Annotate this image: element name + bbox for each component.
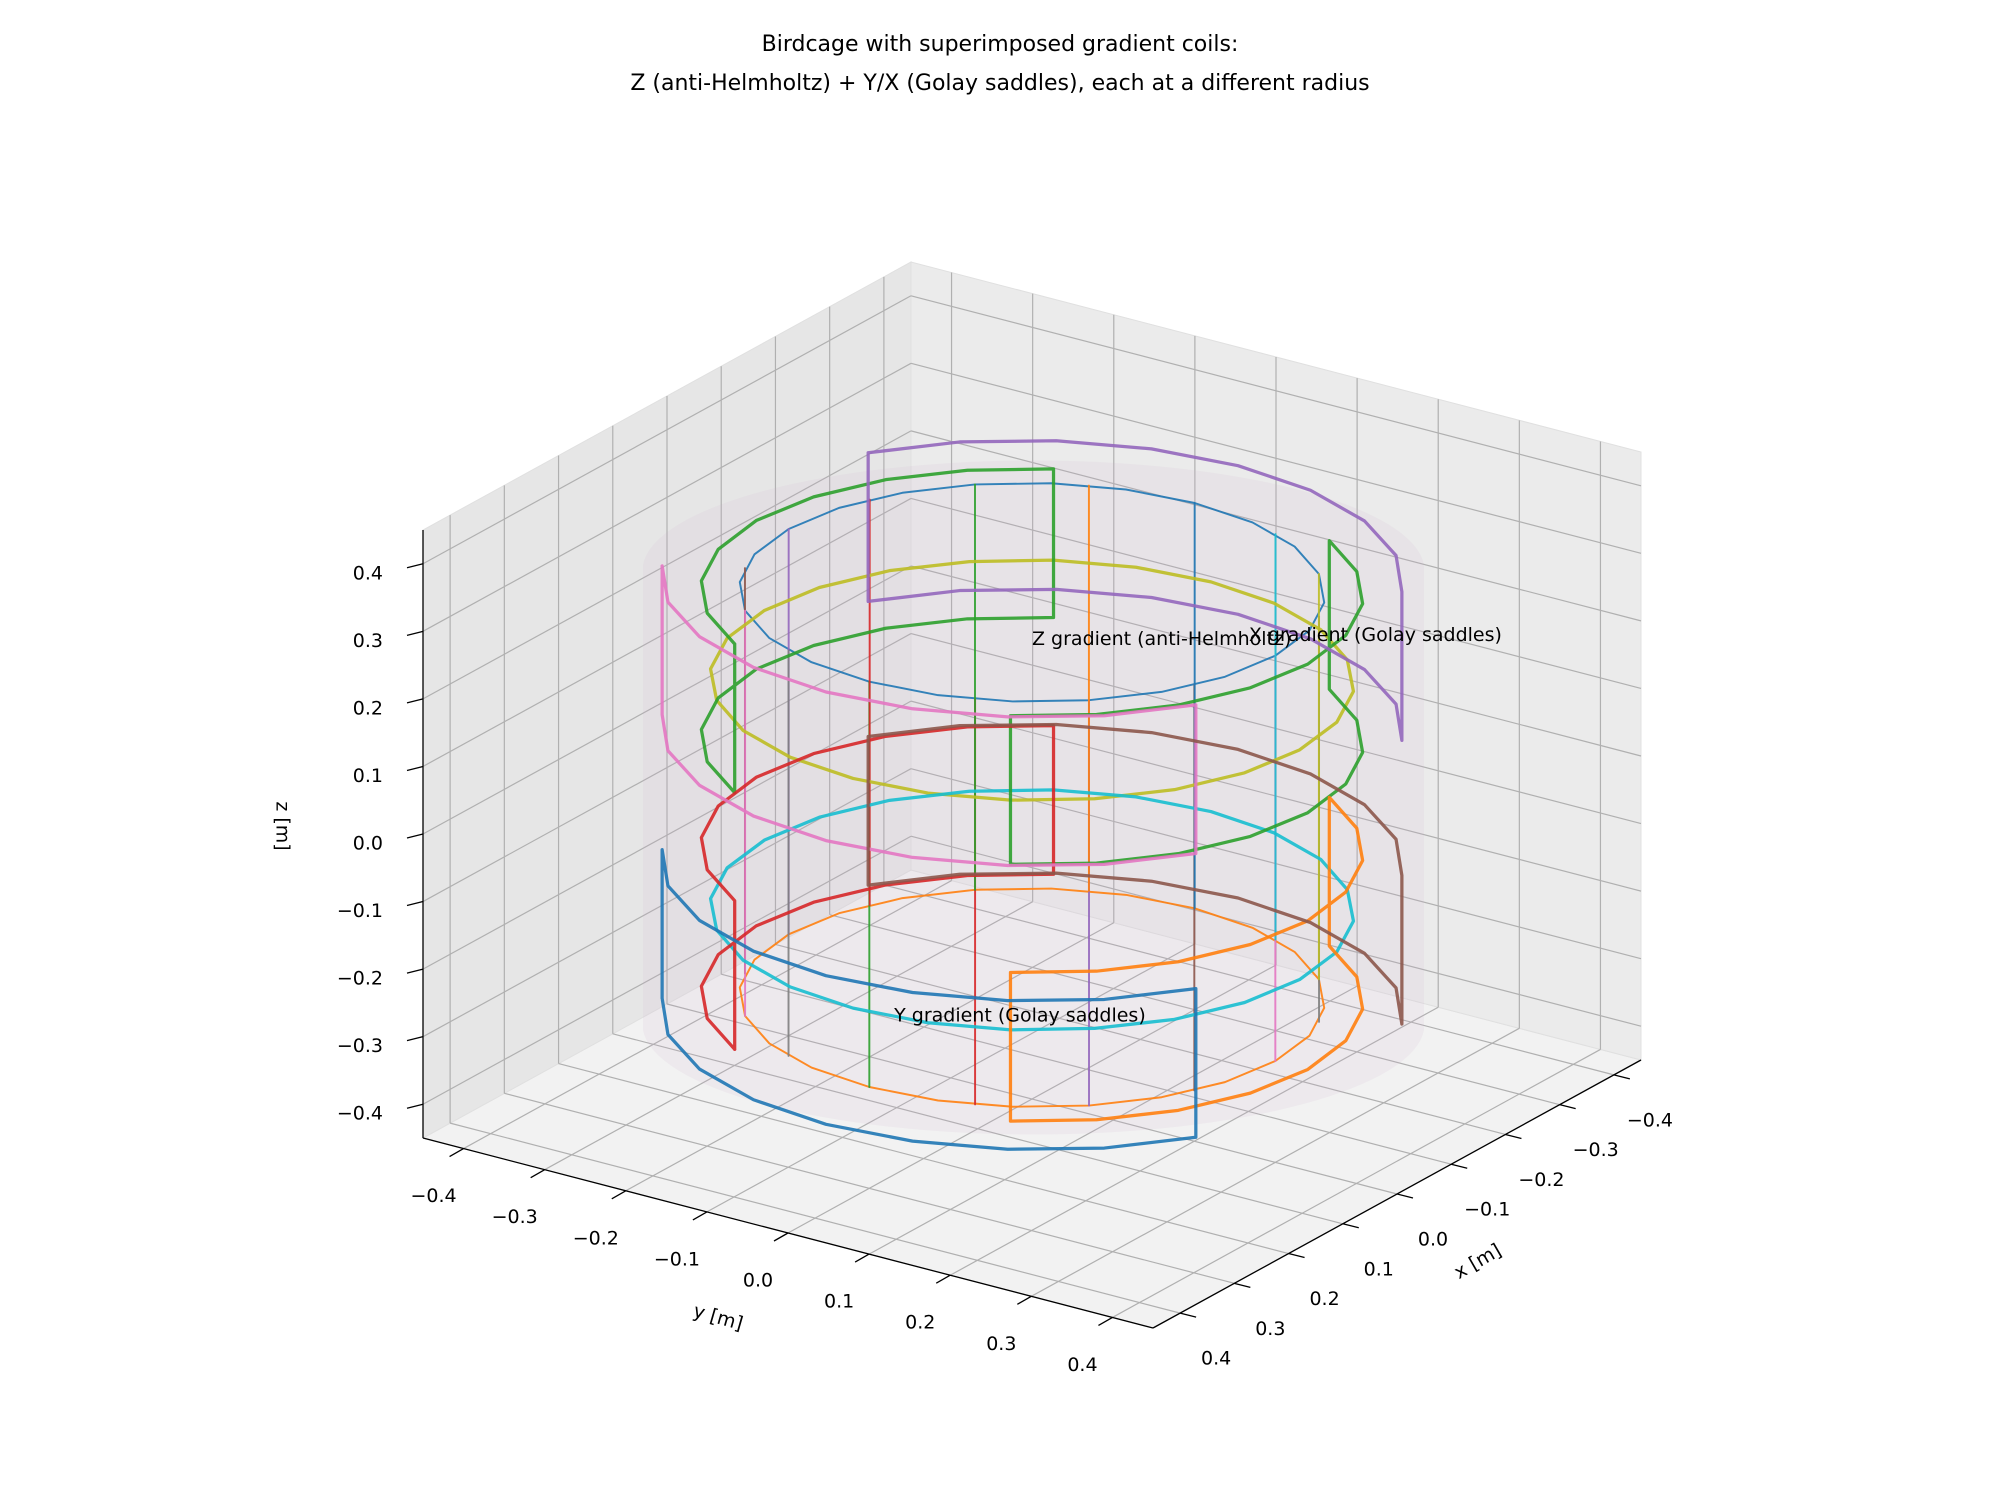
y-tick-label: 0.3 [986,1333,1016,1355]
grid-line [1031,1027,1520,1297]
x-tick-label: 0.3 [1255,1318,1285,1340]
x-tick [1559,1104,1576,1110]
y-tick-label: 0.2 [905,1312,935,1334]
annotation: Y gradient (Golay saddles) [893,1004,1146,1026]
grid-line [949,1006,1439,1276]
z-tick [406,900,424,907]
grid-line [422,565,912,835]
x-tick [1288,1252,1305,1259]
grid-line [422,295,912,565]
grid-line [422,362,912,632]
x-tick [1505,1133,1522,1140]
x-axis-label: x [m] [1450,1239,1505,1283]
x-tick-label: 0.4 [1201,1348,1231,1370]
coil-line [866,722,1404,1026]
coil-line [699,467,1056,795]
x-tick [1179,1312,1197,1318]
coil-line [708,558,1356,802]
y-tick [449,1147,464,1158]
coil-line [660,848,1198,1151]
coil-line [1008,795,1365,1123]
z-tick [406,698,424,704]
grid-line [706,943,1196,1213]
z-tick [406,630,424,636]
chart-title: Z (anti-Helmholtz) + Y/X (Golay saddles)… [630,71,1369,96]
z-tick [406,563,424,569]
y-tick [773,1232,789,1242]
z-tick-label: −0.2 [337,968,383,990]
grid-line [910,362,1642,554]
y-tick-label: 0.0 [743,1270,773,1292]
z-tick [406,968,424,974]
z-tick [406,1103,424,1109]
x-tick-label: 0.1 [1364,1258,1394,1280]
z-tick-label: 0.2 [353,697,383,719]
z-tick-label: 0.4 [353,562,383,584]
x-tick-label: −0.3 [1573,1139,1619,1161]
z-tick-label: −0.1 [337,900,383,922]
grid-line [910,295,1642,487]
x-tick-label: −0.1 [1464,1199,1510,1221]
grid-line [422,633,912,903]
y-tick [530,1169,545,1179]
x-tick [1613,1074,1631,1080]
x-tick-label: 0.0 [1418,1229,1448,1251]
lines [660,439,1404,1151]
z-axis-label: z [m] [272,801,294,850]
z-tick [406,765,424,772]
axes: Z gradient (anti-Helmholtz)X gradient (G… [337,530,1673,1376]
z-tick-label: −0.4 [337,1103,383,1125]
x-tick-label: −0.2 [1518,1169,1564,1191]
x-tick [1234,1282,1251,1288]
x-tick [1396,1193,1414,1199]
x-tick-label: 0.2 [1309,1288,1339,1310]
z-tick-label: 0.3 [353,630,383,652]
y-tick [1017,1295,1032,1305]
annotation: X gradient (Golay saddles) [1249,624,1502,646]
y-tick-label: −0.2 [573,1227,619,1249]
chart-title: Birdcage with superimposed gradient coil… [762,32,1239,57]
z-tick [406,833,424,839]
x-tick [1342,1223,1359,1229]
x-tick [1451,1163,1468,1169]
z-tick-label: −0.3 [337,1035,383,1057]
y-tick [1098,1316,1113,1327]
grid-line [422,430,912,700]
y-tick [935,1274,951,1284]
annotation: Z gradient (anti-Helmholtz) [1032,628,1291,650]
coil-line [1008,539,1365,867]
y-axis-label: y [m] [691,1300,746,1335]
z-tick [406,1036,424,1042]
y-tick [692,1211,708,1221]
grid-line [422,835,912,1105]
y-tick-label: 0.1 [824,1291,854,1313]
y-tick [611,1190,627,1200]
y-tick-label: −0.1 [654,1248,700,1270]
grid-line [422,700,912,970]
coil-line [660,564,1198,868]
coil-line [866,439,1404,742]
y-tick-label: −0.4 [410,1185,456,1207]
z-tick-label: 0.1 [353,765,383,787]
cylinder-surface [643,460,1424,1135]
grid-line [1112,1048,1601,1318]
grid-line [910,430,1642,622]
y-tick [854,1253,870,1263]
y-tick-label: −0.3 [492,1206,538,1228]
coil-line [708,788,1356,1032]
z-tick-label: 0.0 [353,833,383,855]
grid-line [422,497,912,767]
y-tick-label: 0.4 [1067,1354,1097,1376]
x-tick-label: −0.4 [1627,1109,1673,1131]
